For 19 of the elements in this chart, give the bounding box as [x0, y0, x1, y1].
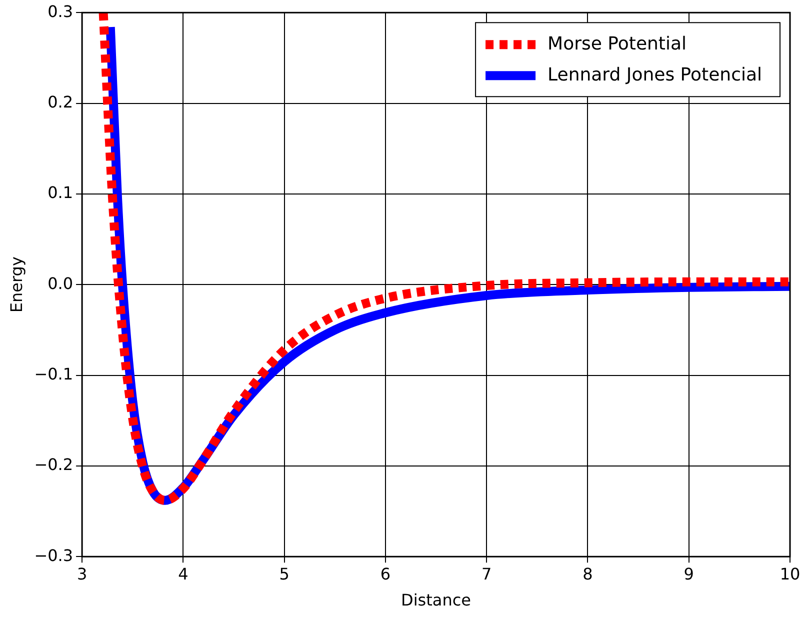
- y-tick-label: 0.2: [48, 92, 74, 112]
- x-axis-title: Distance: [401, 590, 472, 610]
- legend-label: Lennard Jones Potencial: [548, 64, 762, 86]
- y-tick-label: 0.0: [48, 274, 74, 293]
- y-tick-label: −0.1: [34, 364, 74, 384]
- legend-label: Morse Potential: [548, 33, 687, 54]
- x-tick-label: 5: [279, 564, 290, 584]
- y-tick-label: −0.3: [34, 546, 74, 565]
- x-tick-label: 6: [380, 564, 391, 584]
- x-tick-label: 7: [482, 564, 492, 584]
- x-tick-label: 4: [178, 564, 188, 584]
- y-tick-label: 0.3: [48, 2, 74, 21]
- y-tick-label: −0.2: [34, 455, 74, 474]
- x-tick-label: 3: [76, 564, 88, 584]
- x-tick-label: 9: [684, 564, 694, 584]
- y-axis-title: Energy: [6, 256, 26, 313]
- x-tick-label: 10: [780, 564, 800, 584]
- y-tick-label: 0.1: [48, 183, 74, 202]
- x-tick-label: 8: [582, 564, 593, 584]
